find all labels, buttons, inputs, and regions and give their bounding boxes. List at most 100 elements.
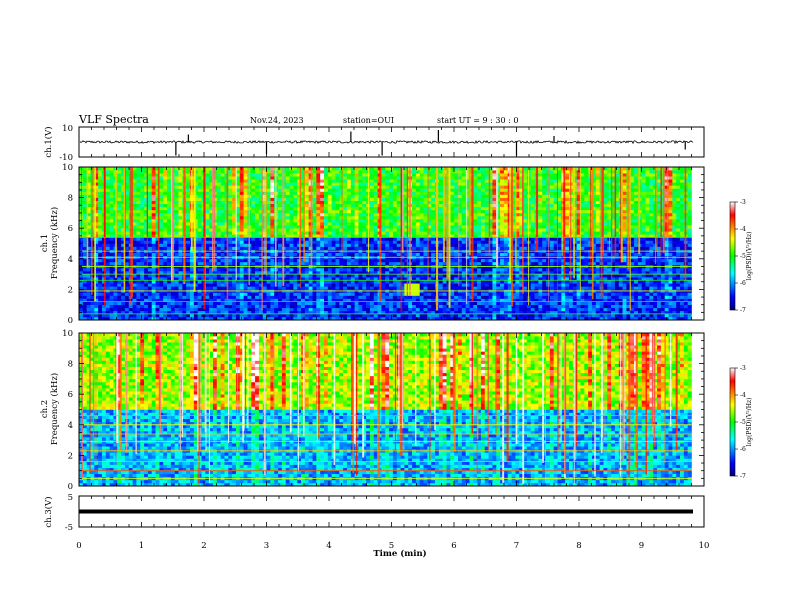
spectrogram-cell [174, 274, 179, 278]
spectrogram-cell [79, 316, 84, 320]
spectrogram-cell [431, 277, 436, 281]
spectrogram-cell [109, 219, 114, 223]
spectrogram-cell [155, 222, 160, 226]
spectrogram-cell [109, 271, 114, 275]
spectrogram-cell [220, 246, 225, 250]
spectrogram-cell [144, 274, 149, 278]
spectrogram-cell [124, 209, 130, 214]
spectrogram-cell [312, 167, 317, 171]
spectrogram-cell [159, 203, 164, 208]
spectrogram-cell [412, 191, 417, 195]
spectrogram-cell [147, 307, 153, 312]
spectrogram-cell [446, 316, 451, 320]
spectrogram-cell [327, 307, 332, 312]
spectrogram-cell [293, 167, 298, 171]
spectrogram-cell [316, 234, 321, 238]
spectrogram-cell [339, 292, 344, 296]
spectrogram-cell [324, 237, 329, 241]
spectrogram-cell [228, 228, 233, 232]
spectrogram-cell [293, 170, 298, 174]
spectrogram-cell [163, 200, 168, 205]
spectrogram-cell [182, 283, 187, 287]
spectrogram-cell [228, 194, 233, 198]
spectrogram-cell [385, 304, 390, 309]
spectrogram-cell [190, 292, 195, 296]
spectrogram-cell [385, 170, 390, 174]
spectrogram-cell [415, 179, 421, 183]
spectrogram-cell [385, 228, 390, 232]
spectrogram-cell [109, 234, 114, 238]
spectrogram-cell [205, 246, 210, 250]
spectrogram-cell [423, 240, 428, 244]
spectrogram-cell [431, 185, 436, 189]
spectrogram-cell [159, 231, 164, 235]
spectrogram-cell [320, 206, 325, 211]
spectrogram-cell [354, 280, 359, 284]
spectrogram-cell [220, 215, 225, 220]
spectrogram-cell [431, 222, 436, 226]
spectrogram-cell [235, 237, 241, 241]
spectrogram-cell [228, 191, 233, 195]
spectrogram-cell [243, 231, 248, 235]
spectrogram-cell [147, 295, 153, 299]
spectrogram-cell [358, 243, 363, 247]
spectrogram-cell [285, 313, 290, 318]
spectrogram-cell [155, 191, 160, 195]
spectrogram-cell [82, 167, 87, 171]
spectrogram-cell [239, 277, 244, 281]
spectrogram-cell [392, 307, 398, 312]
spectrogram-cell [140, 271, 145, 275]
spectrogram-cell [346, 252, 352, 257]
spectrogram-cell [289, 252, 294, 257]
spectrogram-cell [324, 261, 329, 266]
spectrogram-cell [324, 185, 329, 189]
spectrogram-cell [335, 243, 340, 247]
spectrogram-cell [178, 277, 183, 281]
spectrogram-cell [151, 176, 156, 180]
spectrogram-cell [147, 222, 153, 226]
spectrogram-cell [362, 295, 367, 299]
spectrogram-cell [79, 197, 84, 201]
spectrogram-cell [117, 228, 122, 232]
spectrogram-cell [144, 215, 149, 220]
spectrogram-cell [209, 274, 214, 278]
spectrogram-cell [228, 258, 233, 263]
spectrogram-cell [144, 283, 149, 287]
spectrogram-cell [232, 277, 237, 281]
spectrogram-cell [270, 219, 275, 223]
spectrogram-cell [155, 292, 160, 296]
spectrogram-cell [220, 292, 225, 296]
spectrogram-cell [117, 310, 122, 315]
spectrogram-cell [174, 215, 179, 220]
spectrogram-cell [423, 304, 428, 309]
spectrogram-cell [155, 298, 160, 302]
spectrogram-cell [136, 197, 141, 201]
spectrogram-cell [205, 261, 210, 266]
spectrogram-cell [266, 203, 271, 208]
spectrogram-cell [396, 267, 401, 272]
spectrogram-cell [270, 182, 275, 186]
spectrogram-cell [151, 313, 156, 318]
spectrogram-cell [285, 231, 290, 235]
spectrogram-cell [278, 310, 283, 315]
spectrogram-cell [124, 271, 130, 275]
spectrogram-cell [98, 313, 103, 318]
spectrogram-cell [144, 167, 149, 171]
spectrogram-cell [373, 258, 378, 263]
spectrogram-cell [79, 283, 84, 287]
spectrogram-cell [235, 222, 241, 226]
spectrogram-cell [136, 200, 141, 205]
spectrogram-cell [308, 286, 313, 290]
spectrogram-cell [438, 280, 443, 284]
spectrogram-cell [205, 173, 210, 177]
spectrogram-cell [98, 307, 103, 312]
spectrogram-cell [98, 188, 103, 192]
spectrogram-cell [212, 301, 218, 305]
spectrogram-cell [228, 197, 233, 201]
spectrogram-cell [346, 200, 352, 205]
spectrogram-cell [167, 185, 172, 189]
spectrogram-cell [301, 173, 306, 177]
spectrogram-cell [98, 200, 103, 205]
spectrogram-cell [385, 231, 390, 235]
spectrogram-cell [193, 295, 198, 299]
